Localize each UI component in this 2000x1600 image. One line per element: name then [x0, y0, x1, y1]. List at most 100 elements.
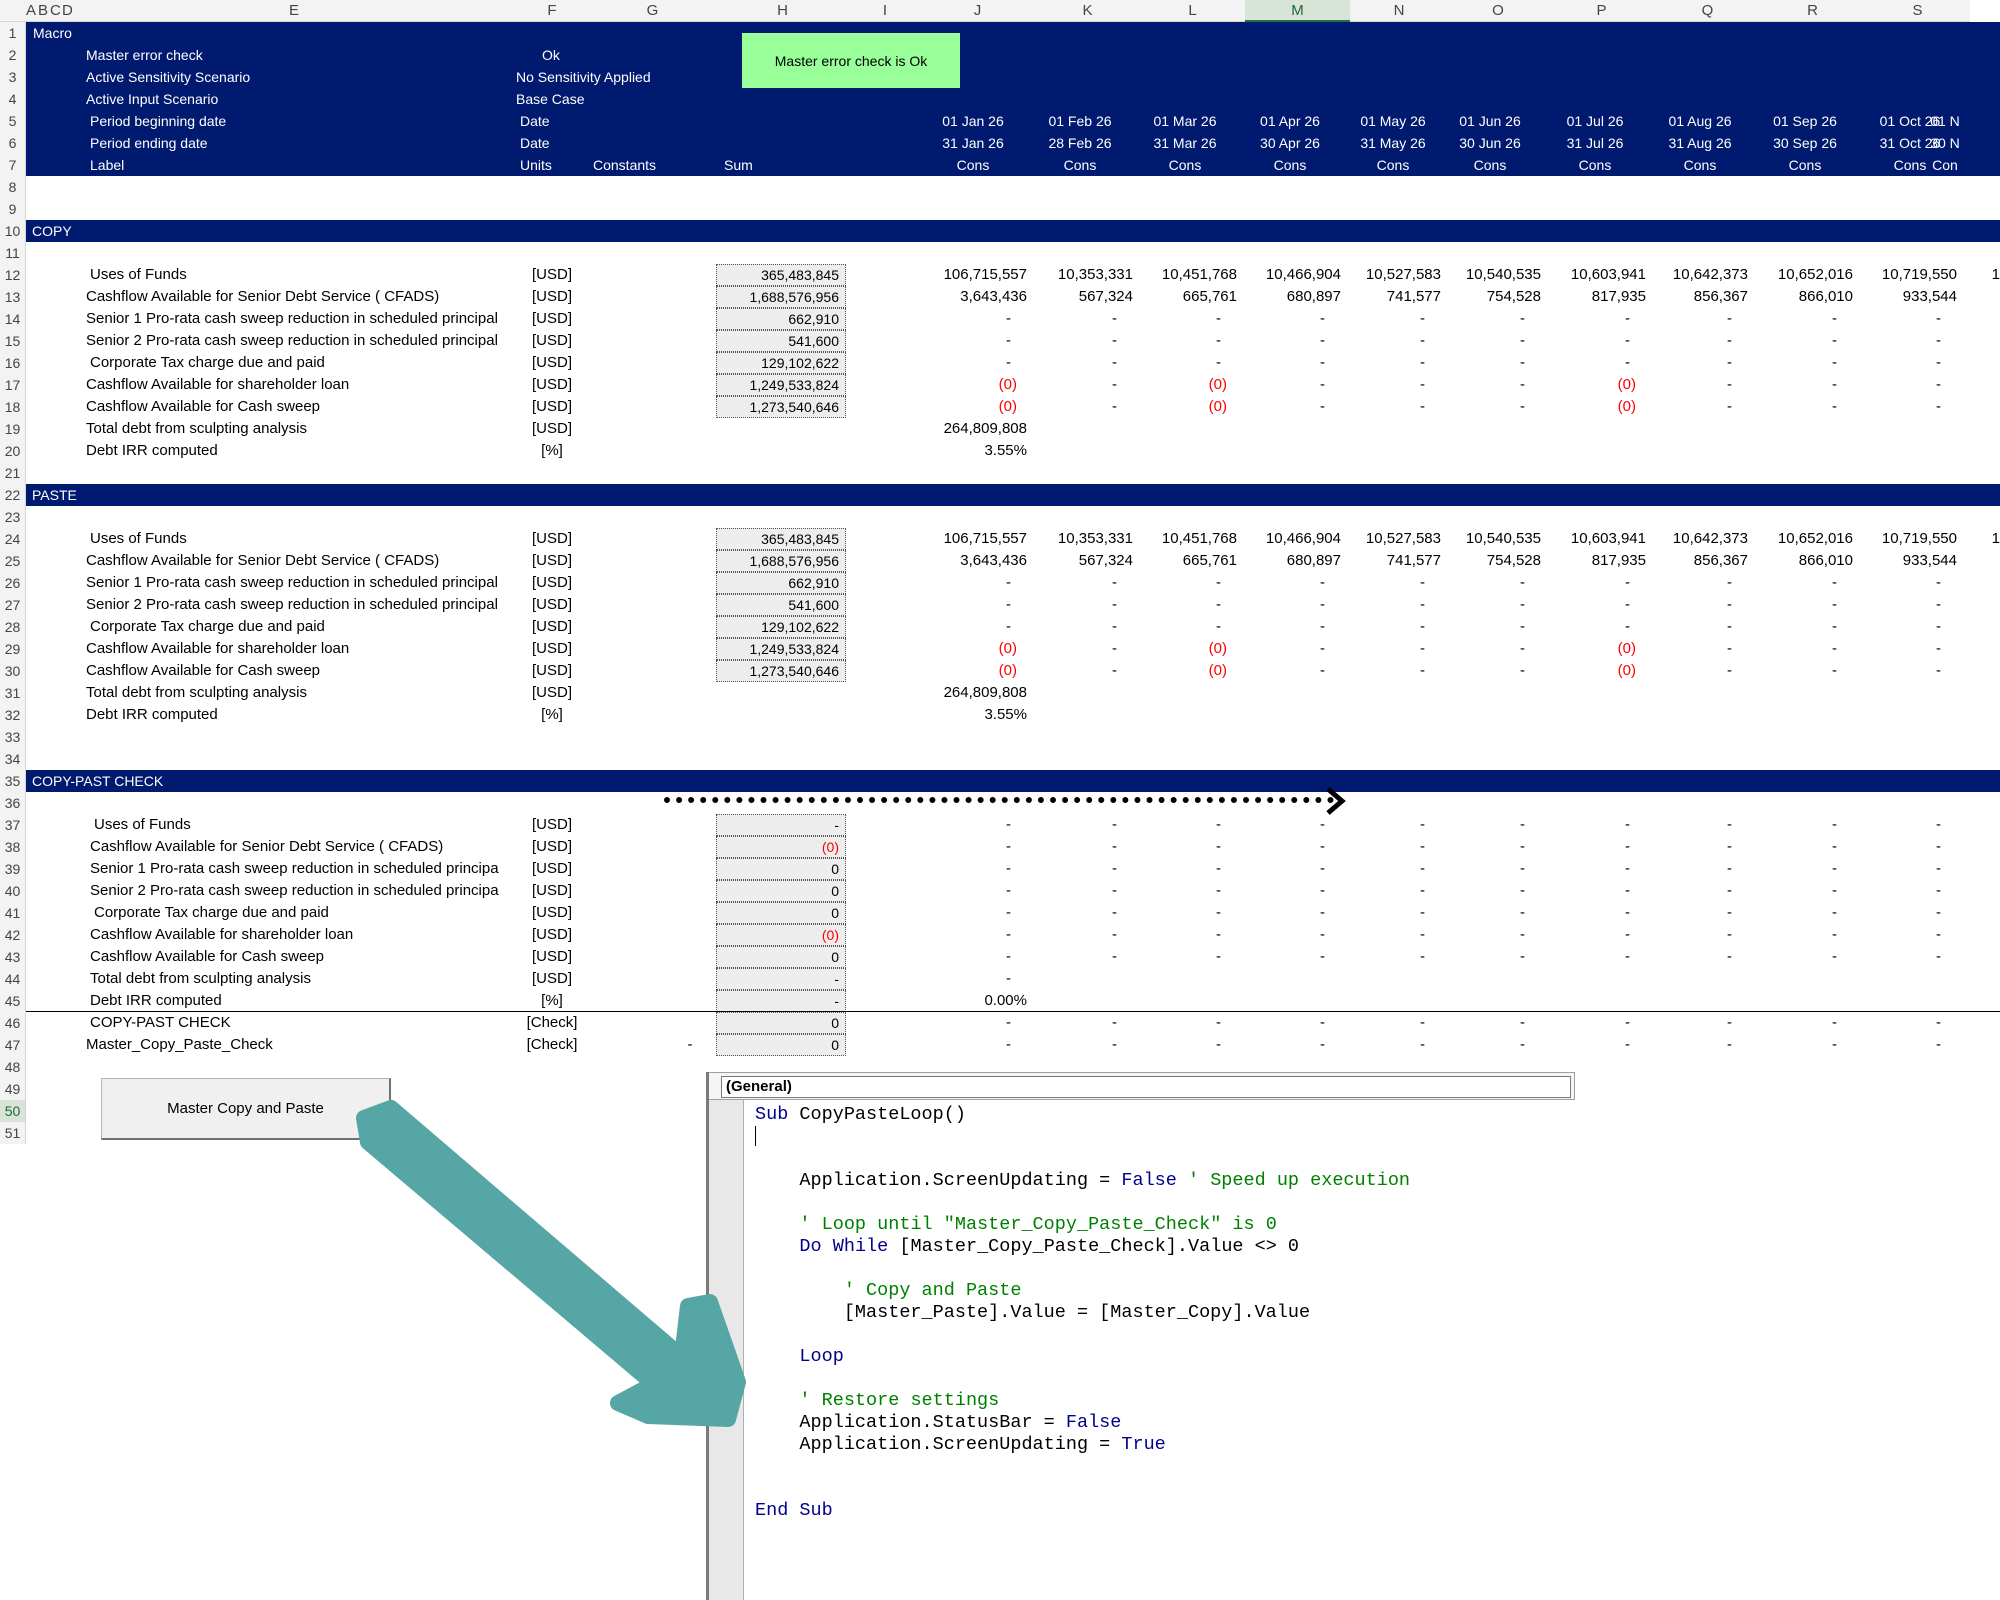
check_rows-value[interactable]: -	[1727, 882, 1732, 899]
check_rows-value[interactable]: -	[1320, 860, 1325, 877]
paste_rows-value[interactable]: (0)	[1617, 640, 1636, 657]
paste_rows-value[interactable]: -	[1625, 618, 1630, 635]
check_rows-sum[interactable]: (0)	[716, 836, 846, 858]
paste_rows-value[interactable]: 10,466,904	[1265, 530, 1341, 547]
check_rows-value[interactable]: -	[1320, 882, 1325, 899]
column-header-c[interactable]: C	[50, 0, 62, 22]
paste_rows-sum[interactable]: 365,483,845	[716, 528, 846, 550]
paste_rows-value[interactable]: 10,642,373	[1672, 530, 1748, 547]
row-header-24[interactable]: 24	[0, 528, 26, 550]
check_rows-value[interactable]: -	[1112, 838, 1117, 855]
paste_rows-value[interactable]: -	[1520, 574, 1525, 591]
column-header-r[interactable]: R	[1760, 0, 1865, 22]
code-line[interactable]: Sub CopyPasteLoop()	[755, 1104, 966, 1125]
copy_rows-value[interactable]: -	[1420, 354, 1425, 371]
check_rows-value[interactable]: -	[1936, 1036, 1941, 1053]
row-header-18[interactable]: 18	[0, 396, 26, 418]
paste_rows-value[interactable]: -	[1832, 574, 1837, 591]
paste_rows-value[interactable]: -	[1320, 662, 1325, 679]
copy_rows-sum[interactable]: 1,688,576,956	[716, 286, 846, 308]
column-header-e[interactable]: E	[74, 0, 514, 22]
copy_rows-sum[interactable]: 129,102,622	[716, 352, 846, 374]
copy_rows-value[interactable]: -	[1520, 332, 1525, 349]
copy_rows-value[interactable]: -	[1832, 332, 1837, 349]
check_rows-value[interactable]: -	[1727, 1014, 1732, 1031]
row-header-23[interactable]: 23	[0, 506, 26, 528]
paste_rows-value[interactable]: -	[1320, 596, 1325, 613]
check_rows-sum[interactable]: 0	[716, 946, 846, 968]
check_rows-value[interactable]: -	[1112, 860, 1117, 877]
paste_rows-value[interactable]: -	[1112, 618, 1117, 635]
copy_rows-value[interactable]: 567,324	[1078, 288, 1133, 305]
row-header-3[interactable]: 3	[0, 66, 26, 88]
check_rows-value[interactable]: -	[1520, 838, 1525, 855]
check_rows-value[interactable]: -	[1936, 948, 1941, 965]
copy_rows-value[interactable]: -	[1420, 310, 1425, 327]
copy_rows-value[interactable]: -	[1216, 332, 1221, 349]
copy_rows-value[interactable]: -	[1727, 354, 1732, 371]
check_rows-value[interactable]: -	[1420, 904, 1425, 921]
copy_rows-value[interactable]: -	[1320, 332, 1325, 349]
row-header-30[interactable]: 30	[0, 660, 26, 682]
row-header-9[interactable]: 9	[0, 198, 26, 220]
row-header-38[interactable]: 38	[0, 836, 26, 858]
row-header-51[interactable]: 51	[0, 1122, 26, 1144]
paste_rows-value[interactable]: 856,367	[1693, 552, 1748, 569]
column-header-f[interactable]: F	[514, 0, 590, 22]
paste_rows-value[interactable]: -	[1216, 596, 1221, 613]
copy_rows-value[interactable]: -	[1520, 310, 1525, 327]
copy_rows-value[interactable]: 866,010	[1798, 288, 1853, 305]
code-line[interactable]: ' Copy and Paste	[843, 1280, 1022, 1301]
copy_rows-value[interactable]: -	[1936, 310, 1941, 327]
row-header-11[interactable]: 11	[0, 242, 26, 264]
copy_rows-value[interactable]: 10,540,535	[1465, 266, 1541, 283]
copy_rows-value[interactable]: -	[1727, 376, 1732, 393]
copy_rows-value[interactable]: 665,761	[1182, 288, 1237, 305]
paste_rows-value[interactable]: -	[1320, 618, 1325, 635]
code-line[interactable]: Loop	[799, 1346, 844, 1367]
paste_rows-value[interactable]: -	[1420, 618, 1425, 635]
check_rows-value[interactable]: -	[1006, 926, 1011, 943]
paste_rows-value[interactable]: -	[1727, 574, 1732, 591]
check_rows-value[interactable]: -	[1936, 1014, 1941, 1031]
check_rows-value[interactable]: -	[1936, 882, 1941, 899]
copy_rows-value[interactable]: -	[1420, 332, 1425, 349]
copy_rows-value[interactable]: -	[1216, 310, 1221, 327]
copy_rows-value[interactable]: -	[1520, 354, 1525, 371]
paste_rows-sum[interactable]: 1,249,533,824	[716, 638, 846, 660]
check_rows-value[interactable]: -	[1420, 816, 1425, 833]
paste_rows-value[interactable]: -	[1520, 640, 1525, 657]
code-line[interactable]: Application.ScreenUpdating = False ' Spe…	[755, 1170, 1411, 1191]
paste_rows-value[interactable]: -	[1112, 596, 1117, 613]
copy_rows-value[interactable]: 1	[1991, 266, 2000, 283]
paste_rows-value[interactable]: -	[1112, 640, 1117, 657]
check_rows-value[interactable]: -	[1420, 838, 1425, 855]
row-header-35[interactable]: 35	[0, 770, 26, 792]
copy_rows-value[interactable]: -	[1006, 354, 1011, 371]
paste_rows-value[interactable]: 264,809,808	[943, 684, 1027, 701]
paste_rows-value[interactable]: 10,652,016	[1777, 530, 1853, 547]
check_rows-value[interactable]: 0.00%	[984, 992, 1027, 1009]
column-header-i[interactable]: I	[850, 0, 920, 22]
check_rows-value[interactable]: -	[1832, 948, 1837, 965]
row-header-20[interactable]: 20	[0, 440, 26, 462]
row-header-37[interactable]: 37	[0, 814, 26, 836]
copy_rows-value[interactable]: -	[1832, 354, 1837, 371]
copy_rows-value[interactable]: -	[1832, 398, 1837, 415]
paste_rows-value[interactable]: -	[1936, 574, 1941, 591]
row-header-39[interactable]: 39	[0, 858, 26, 880]
check_rows-value[interactable]: -	[1832, 904, 1837, 921]
check_rows-value[interactable]: -	[1006, 1036, 1011, 1053]
paste_rows-value[interactable]: 106,715,557	[943, 530, 1027, 547]
copy_rows-value[interactable]: 10,652,016	[1777, 266, 1853, 283]
row-header-25[interactable]: 25	[0, 550, 26, 572]
copy_rows-value[interactable]: -	[1936, 332, 1941, 349]
row-header-8[interactable]: 8	[0, 176, 26, 198]
row-header-33[interactable]: 33	[0, 726, 26, 748]
code-line[interactable]	[755, 1126, 1410, 1148]
copy_rows-value[interactable]: -	[1832, 310, 1837, 327]
copy_rows-value[interactable]: -	[1520, 376, 1525, 393]
check_rows-value[interactable]: -	[1006, 948, 1011, 965]
row-header-6[interactable]: 6	[0, 132, 26, 154]
paste_rows-value[interactable]: 933,544	[1902, 552, 1957, 569]
